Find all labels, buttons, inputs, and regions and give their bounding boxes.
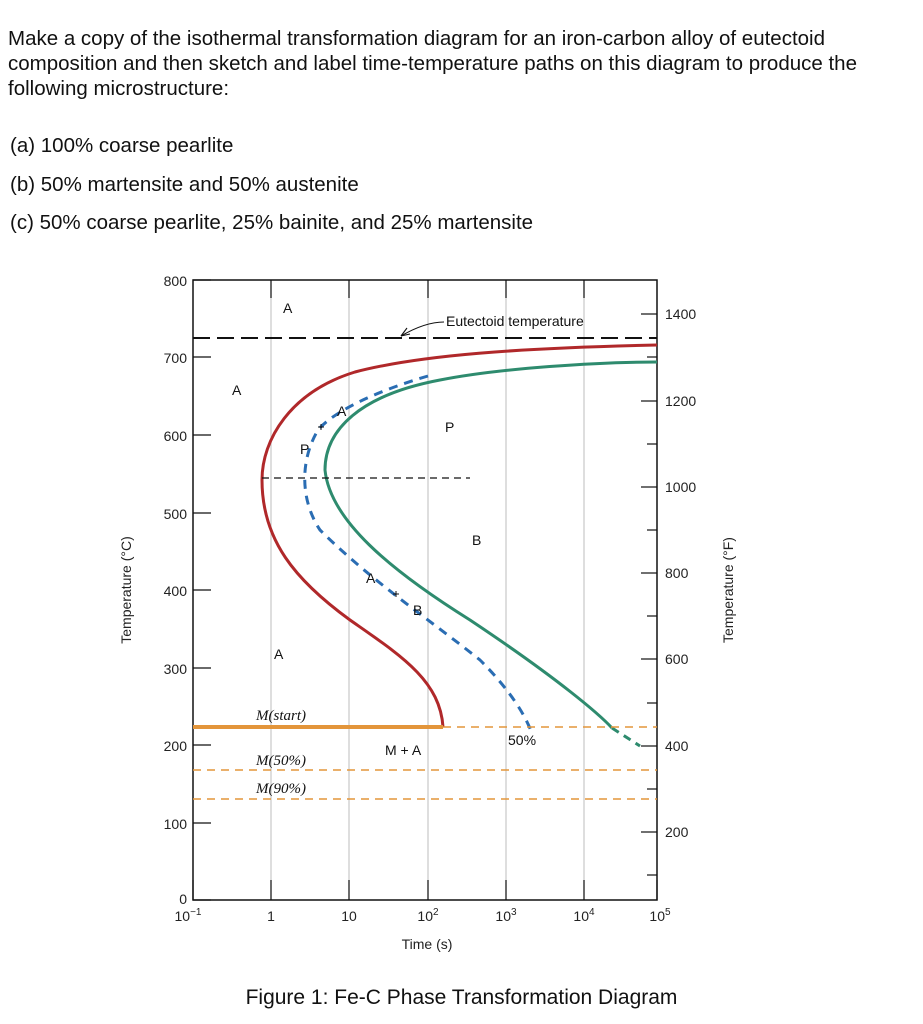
f-tick-1200: 1200 [665,393,696,409]
f-tick-800: 800 [665,565,689,581]
m-50-label: M(50%) [255,753,306,769]
x-tick-100000: 105 [649,907,671,924]
plus-markers [318,424,399,597]
eutectoid-label: Eutectoid temperature [446,313,584,329]
x-tick-1000-exp: 3 [511,907,517,918]
y-tick-0: 0 [179,891,187,907]
x-tick-1: 1 [267,908,275,924]
region-p: P [445,419,454,435]
y-tick-300: 300 [164,661,188,677]
x-axis-label: Time (s) [402,936,453,952]
x-tick-100: 102 [417,907,439,924]
m-start-label: M(start) [255,708,306,724]
finish-curve-dashed-tail [611,726,641,748]
x-tick-10000-base: 10 [573,908,589,924]
region-b: B [472,532,481,548]
x-tick-10000: 104 [573,907,595,924]
bottom-axis-ticks [192,880,658,900]
f-tick-400: 400 [665,738,689,754]
y-right-axis-label: Temperature (°F) [720,537,736,643]
fifty-percent-label: 50% [508,732,536,748]
x-tick-10000-exp: 4 [589,907,595,918]
region-a-top: A [283,300,293,316]
y-left-axis-label: Temperature (°C) [118,536,134,644]
x-tick-0.1: 10−1 [175,907,202,924]
x-tick-0.1-exp: −1 [190,907,202,918]
top-axis-ticks [270,280,585,298]
ttt-diagram: 800 700 600 500 400 300 200 100 0 1400 1… [118,273,736,952]
x-tick-10: 10 [341,908,357,924]
x-tick-1000-base: 10 [495,908,511,924]
item-a-text: 100% coarse pearlite [40,134,234,157]
path-label-b: B [413,602,422,618]
region-m-plus-a: M + A [385,742,422,758]
item-b-text: 50% martensite and 50% austenite [40,173,359,196]
left-axis-ticks [193,279,211,901]
item-c-text: 50% coarse pearlite, 25% bainite, and 25… [39,211,534,234]
f-tick-1400: 1400 [665,306,696,322]
item-c-label: (c) [10,211,34,234]
f-tick-200: 200 [665,824,689,840]
item-a-label: (a) [10,134,36,157]
x-tick-100000-base: 10 [649,908,665,924]
y-tick-200: 200 [164,738,188,754]
path-label-a2: A [366,570,376,586]
x-tick-100-base: 10 [417,908,433,924]
finish-curve [323,360,658,730]
right-axis-ticks [641,313,657,876]
y-tick-100: 100 [164,816,188,832]
y-tick-500: 500 [164,506,188,522]
x-tick-1000: 103 [495,907,517,924]
y-tick-400: 400 [164,583,188,599]
f-tick-600: 600 [665,651,689,667]
y-tick-800: 800 [164,273,188,289]
figure-caption: Figure 1: Fe-C Phase Transformation Diag… [245,986,678,1009]
question-item-b: (b) 50% martensite and 50% austenite [10,172,918,197]
region-a-left: A [232,382,242,398]
start-curve [260,343,658,728]
eutectoid-arrow [400,321,445,337]
fifty-percent-curve [303,374,533,732]
path-label-p: P [300,441,309,457]
item-b-label: (b) [10,173,36,196]
x-tick-100000-exp: 5 [665,907,671,918]
region-a-low: A [274,646,284,662]
f-tick-1000: 1000 [665,479,696,495]
m-90-label: M(90%) [255,781,306,797]
question-item-a: (a) 100% coarse pearlite [10,133,918,158]
question-intro: Make a copy of the isothermal transforma… [8,27,857,100]
x-tick-0.1-base: 10 [175,908,191,924]
x-tick-100-exp: 2 [433,907,439,918]
y-tick-600: 600 [164,428,188,444]
y-tick-700: 700 [164,350,188,366]
question-item-c: (c) 50% coarse pearlite, 25% bainite, an… [10,210,918,235]
grid [270,280,585,900]
path-label-a1: A [337,403,347,419]
